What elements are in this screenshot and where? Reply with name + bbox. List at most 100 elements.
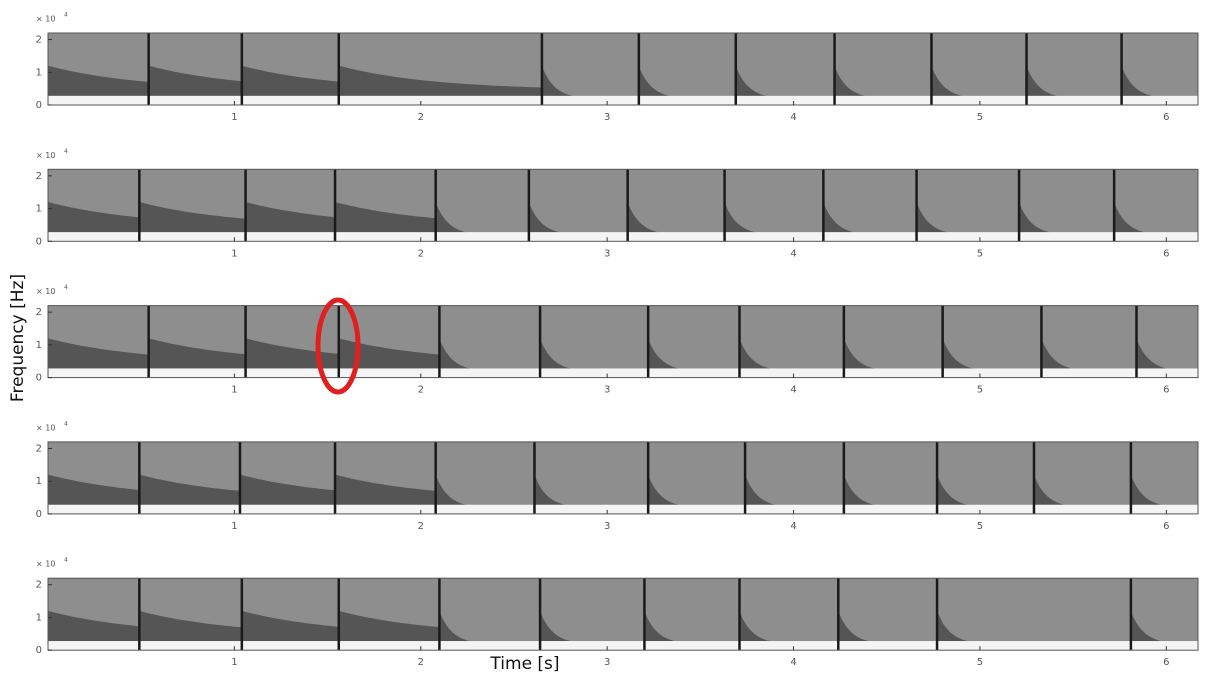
low-band	[338, 368, 440, 378]
low-band	[937, 641, 1131, 651]
exponent: 4	[64, 148, 68, 155]
x-tick-label: 3	[604, 385, 610, 396]
exponent-base: × 10	[36, 560, 55, 569]
low-band	[528, 232, 628, 242]
low-band	[534, 504, 649, 514]
x-tick-label: 2	[418, 385, 424, 396]
energy-band	[48, 202, 140, 234]
exponent-base: × 10	[36, 151, 55, 160]
y-tick-label: 2	[36, 580, 42, 591]
low-band	[338, 95, 542, 105]
energy-band	[1041, 339, 1137, 372]
energy-band	[843, 475, 938, 508]
low-band	[1130, 641, 1198, 651]
y-tick-label: 1	[36, 67, 42, 78]
x-tick-label: 4	[790, 657, 796, 668]
energy-band	[1019, 202, 1115, 236]
highlight	[315, 297, 361, 395]
x-tick-label: 3	[604, 248, 610, 259]
x-tick-label: 3	[604, 657, 610, 668]
y-tick-label: 1	[36, 612, 42, 623]
low-band	[838, 641, 938, 651]
low-band	[724, 232, 824, 242]
energy-band	[139, 610, 242, 643]
low-band	[931, 95, 1027, 105]
energy-band	[648, 339, 740, 372]
low-band	[245, 368, 339, 378]
y-tick-label: 2	[36, 35, 42, 46]
low-band	[439, 641, 541, 651]
x-axis-label: Time [s]	[489, 654, 559, 674]
energy-band	[843, 339, 943, 372]
low-band	[745, 504, 844, 514]
x-tick-label: 3	[604, 112, 610, 123]
energy-band	[739, 339, 844, 372]
low-band	[739, 368, 844, 378]
low-band	[834, 95, 932, 105]
exponent: 4	[64, 420, 68, 427]
low-band	[139, 641, 242, 651]
x-tick-label: 4	[790, 248, 796, 259]
low-band	[1130, 504, 1198, 514]
y-tick-label: 2	[36, 171, 42, 182]
energy-band	[148, 65, 242, 97]
x-tick-label: 4	[790, 521, 796, 532]
x-tick-label: 2	[418, 657, 424, 668]
energy-band	[338, 338, 440, 370]
y-tick-label: 0	[36, 645, 42, 656]
low-band	[435, 504, 535, 514]
low-band	[1026, 95, 1122, 105]
low-band	[335, 504, 436, 514]
low-band	[435, 232, 529, 242]
x-tick-label: 5	[977, 248, 983, 259]
panel-frame	[47, 168, 1199, 242]
y-tick-label: 0	[36, 373, 42, 384]
exponent-base: × 10	[36, 15, 55, 24]
low-band	[241, 641, 339, 651]
x-tick-label: 2	[418, 521, 424, 532]
x-tick-label: 2	[418, 112, 424, 123]
energy-band	[435, 202, 529, 236]
energy-band	[335, 474, 436, 506]
energy-band	[139, 202, 246, 234]
x-tick-label: 3	[604, 521, 610, 532]
energy-band	[48, 610, 140, 643]
x-tick-label: 6	[1163, 521, 1169, 532]
energy-band	[823, 202, 917, 236]
x-tick-label: 6	[1163, 248, 1169, 259]
low-band	[1136, 368, 1198, 378]
low-band	[916, 232, 1020, 242]
energy-band	[338, 65, 542, 97]
low-band	[1019, 232, 1115, 242]
x-tick-label: 5	[977, 112, 983, 123]
panel-frame	[47, 441, 1199, 515]
energy-band	[338, 610, 440, 643]
energy-band	[241, 65, 339, 97]
energy-band	[735, 66, 835, 100]
y-tick-label: 0	[36, 236, 42, 247]
energy-band	[335, 202, 436, 234]
x-tick-label: 1	[231, 248, 237, 259]
energy-band	[724, 202, 824, 236]
x-tick-label: 1	[231, 657, 237, 668]
energy-band	[139, 474, 240, 506]
low-band	[942, 368, 1042, 378]
low-band	[638, 95, 736, 105]
energy-band	[648, 475, 746, 508]
x-tick-label: 2	[418, 248, 424, 259]
panels: 1 2 3 4 5 6 0 1 2 × 10 4 1 2 3 4 5 6 0 1 2 × 10 4 1 2 3 4 5 6 0 1 2 × 1…	[36, 12, 1199, 668]
y-tick-label: 2	[36, 307, 42, 318]
energy-band	[1136, 339, 1198, 372]
low-band	[648, 504, 746, 514]
low-band	[644, 641, 740, 651]
energy-band	[245, 338, 339, 370]
energy-band	[48, 474, 140, 506]
y-tick-label: 2	[36, 443, 42, 454]
low-band	[627, 232, 725, 242]
energy-band	[644, 611, 740, 645]
energy-band	[627, 202, 725, 236]
y-axis-label: Frequency [Hz]	[8, 274, 28, 402]
low-band	[937, 504, 1034, 514]
energy-band	[838, 611, 938, 645]
